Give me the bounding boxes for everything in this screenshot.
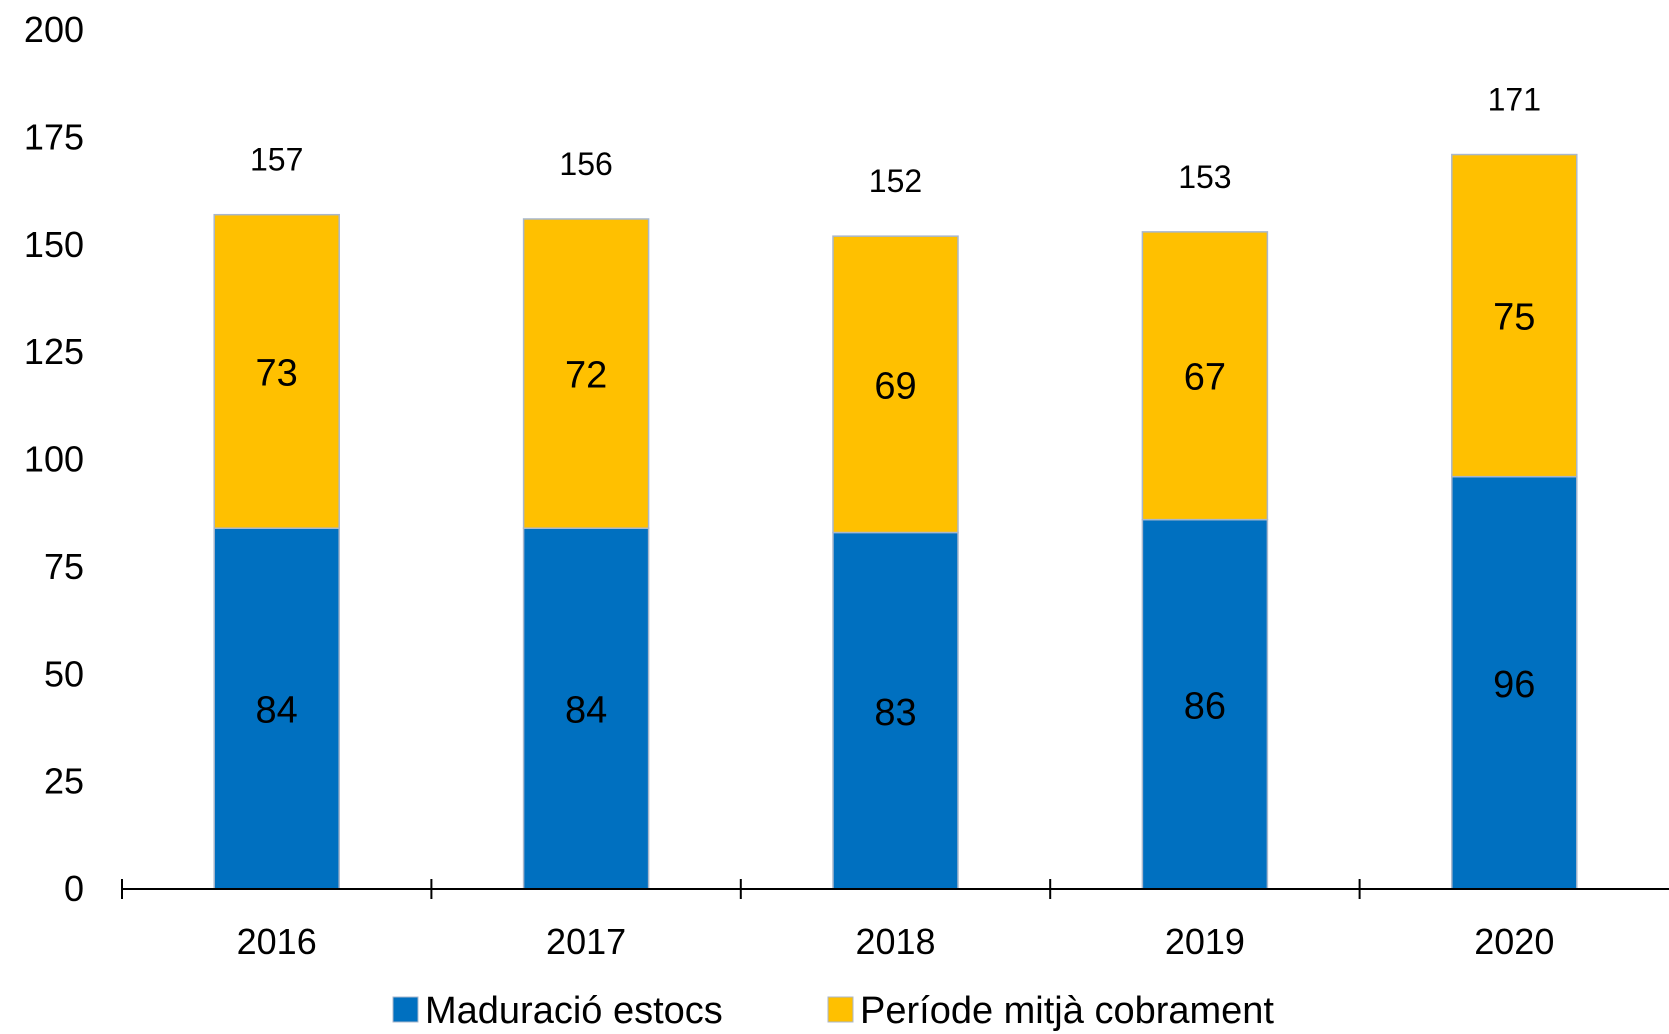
x-axis <box>121 879 1669 899</box>
y-tick-label-150: 150 <box>24 224 84 265</box>
y-tick-label-125: 125 <box>24 331 84 372</box>
bar-2016-series-1 <box>213 527 340 890</box>
x-axis-tick-labels: 2016 2017 2018 2019 2020 <box>237 921 1555 962</box>
data-label-2019-series-2: 67 <box>1184 357 1226 399</box>
y-tick-label-25: 25 <box>44 761 84 802</box>
y-tick-label-0: 0 <box>64 868 84 909</box>
x-tick-label-2019: 2019 <box>1165 921 1245 962</box>
bars <box>213 153 1578 890</box>
data-label-2016-series-2: 73 <box>256 352 298 394</box>
legend-label-series-1: Maduració estocs <box>425 990 723 1032</box>
total-label-2019: 153 <box>1178 159 1231 195</box>
y-tick-label-175: 175 <box>24 116 84 157</box>
total-label-2020: 171 <box>1488 82 1541 118</box>
bar-2018-series-2 <box>832 235 959 534</box>
total-data-labels: 157 156 152 153 171 <box>250 82 1541 200</box>
data-label-2020-series-1: 96 <box>1493 664 1535 706</box>
y-tick-label-75: 75 <box>44 546 84 587</box>
x-tick-label-2020: 2020 <box>1474 921 1554 962</box>
y-axis-tick-labels: 0 25 50 75 100 125 150 175 200 <box>24 9 84 909</box>
total-label-2016: 157 <box>250 142 303 178</box>
data-label-2018-series-1: 83 <box>874 692 916 734</box>
legend-swatch-series-1 <box>392 996 419 1023</box>
y-tick-label-50: 50 <box>44 653 84 694</box>
total-label-2018: 152 <box>869 163 922 199</box>
bar-2018-series-1 <box>832 531 959 890</box>
data-label-2020-series-2: 75 <box>1493 297 1535 339</box>
x-tick-label-2017: 2017 <box>546 921 626 962</box>
bar-2017-series-2 <box>522 218 650 529</box>
data-label-2017-series-2: 72 <box>565 355 607 397</box>
legend: Maduració estocs Període mitjà cobrament <box>392 990 1274 1032</box>
data-label-2017-series-1: 84 <box>565 690 607 732</box>
x-tick-label-2016: 2016 <box>237 921 317 962</box>
data-label-2018-series-2: 69 <box>874 365 916 407</box>
y-tick-label-200: 200 <box>24 9 84 50</box>
segment-data-labels: 84 73 84 72 83 69 86 67 96 75 <box>256 297 1536 734</box>
data-label-2019-series-1: 86 <box>1184 685 1226 727</box>
y-tick-label-100: 100 <box>24 439 84 480</box>
legend-swatch-series-2 <box>827 996 854 1023</box>
bar-2016-series-2 <box>213 213 340 529</box>
legend-label-series-2: Període mitjà cobrament <box>860 990 1274 1032</box>
bar-2019-series-2 <box>1141 231 1269 521</box>
total-label-2017: 156 <box>559 146 612 182</box>
bar-2020-series-2 <box>1451 153 1578 478</box>
x-tick-label-2018: 2018 <box>855 921 935 962</box>
data-label-2016-series-1: 84 <box>256 690 298 732</box>
